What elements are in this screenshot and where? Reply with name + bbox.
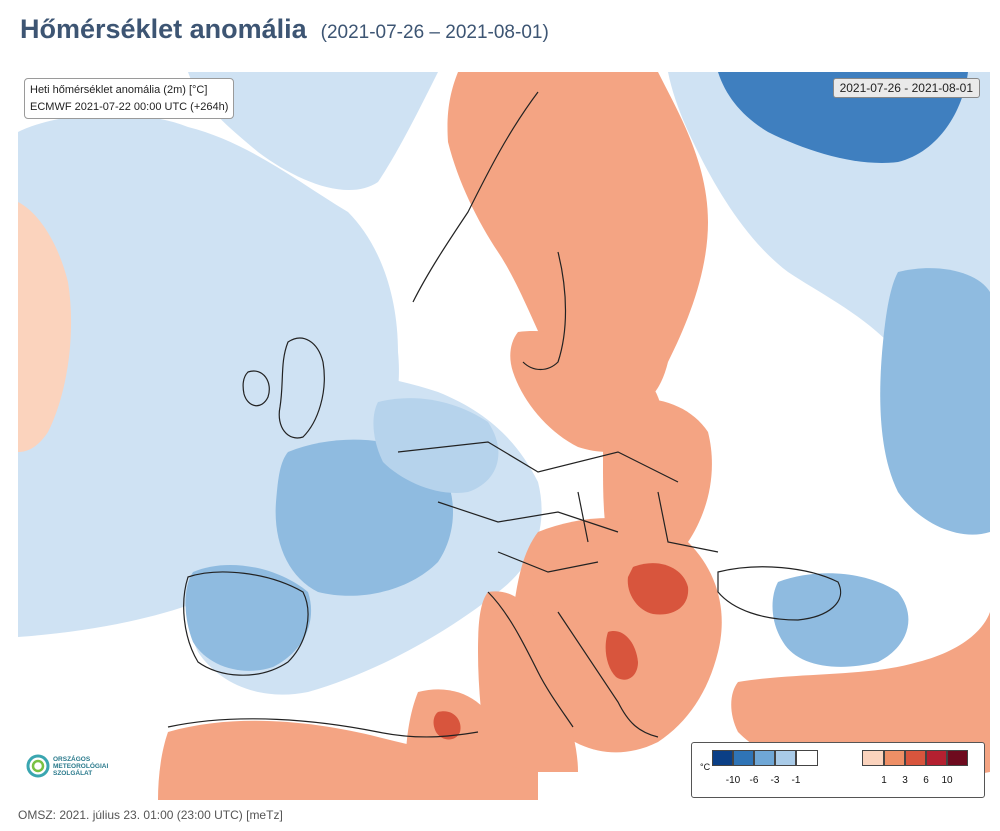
logo-line-1: Országos (53, 755, 91, 763)
map-date-box: 2021-07-26 - 2021-08-01 (832, 78, 980, 98)
legend-tick-cold-2: -6 (749, 775, 759, 786)
legend-swatch-cold-1 (712, 750, 733, 766)
legend-swatch-cold-3 (754, 750, 775, 766)
footer-credit: OMSZ: 2021. július 23. 01:00 (23:00 UTC)… (18, 808, 283, 822)
iberia-coast (183, 571, 309, 676)
bulgaria-strong-warm-anomaly (627, 563, 689, 615)
legend-swatch-warm-5 (947, 750, 968, 766)
iberia-cold-anomaly (185, 564, 312, 671)
nordic-sea-cold-anomaly (188, 72, 438, 191)
europe-borders (397, 441, 719, 573)
legend-tick-warm-1: 1 (881, 775, 887, 786)
legend-tick-cold-3: -3 (770, 775, 780, 786)
map-info-line-2: ECMWF 2021-07-22 00:00 UTC (+264h) (30, 101, 229, 113)
logo-line-3: Szolgálat (53, 769, 93, 777)
legend-swatch-warm-1 (862, 750, 884, 766)
map-info-line-1: Heti hőmérséklet anomália (2m) [°C] (30, 84, 208, 96)
legend-tick-warm-2: 3 (902, 775, 908, 786)
north-africa-coast (167, 718, 479, 738)
legend-tick-cold-1: -10 (725, 775, 741, 786)
page-title: Hőmérséklet anomália (2021-07-26 – 2021-0… (20, 14, 549, 45)
legend-swatch-warm-2 (884, 750, 905, 766)
east-cold-anomaly (880, 268, 990, 535)
omsz-logo: Országos Meteorológiai Szolgálat (24, 752, 113, 780)
page-title-text: Hőmérséklet anomália (20, 14, 307, 44)
scandinavia-warm-anomaly (447, 72, 708, 406)
greece-strong-warm-anomaly (605, 631, 638, 680)
legend-tick-cold-4: -1 (791, 775, 801, 786)
legend-swatch-warm-3 (905, 750, 926, 766)
legend-swatch-cold-2 (733, 750, 754, 766)
legend-swatch-warm-4 (926, 750, 947, 766)
germany-cold-anomaly (373, 398, 499, 493)
british-isles-coast (242, 337, 325, 439)
tunisia-strong-warm-anomaly (433, 711, 461, 740)
turkey-cold-anomaly (772, 573, 909, 667)
logo-swirl-icon (26, 754, 50, 778)
legend-unit: °C (700, 762, 711, 772)
anatolia-warm-anomaly (731, 612, 990, 778)
anomaly-map: Heti hőmérséklet anomália (2m) [°C] ECMW… (18, 72, 990, 800)
legend-tick-warm-3: 6 (923, 775, 929, 786)
logo-text: Országos Meteorológiai Szolgálat (53, 756, 108, 777)
map-canvas (18, 72, 990, 800)
west-atlantic-warm-anomaly (18, 202, 72, 452)
italy-warm-anomaly (478, 591, 578, 772)
italy-coast (487, 591, 574, 728)
balkans-coast (557, 611, 659, 738)
coastlines (167, 91, 842, 738)
legend-swatch-cold-5 (796, 750, 818, 766)
scandinavia-coast (412, 91, 567, 371)
map-info-box: Heti hőmérséklet anomália (2m) [°C] ECMW… (24, 78, 235, 119)
tunisia-warm-anomaly (405, 689, 498, 800)
page-period: (2021-07-26 – 2021-08-01) (320, 22, 549, 43)
legend-swatch-cold-4 (775, 750, 796, 766)
logo-line-2: Meteorológiai (53, 762, 109, 770)
black-sea-coast (717, 566, 842, 621)
color-legend: °C -10 -6 -3 -1 1 3 6 10 (691, 742, 985, 798)
legend-tick-warm-4: 10 (941, 775, 953, 786)
